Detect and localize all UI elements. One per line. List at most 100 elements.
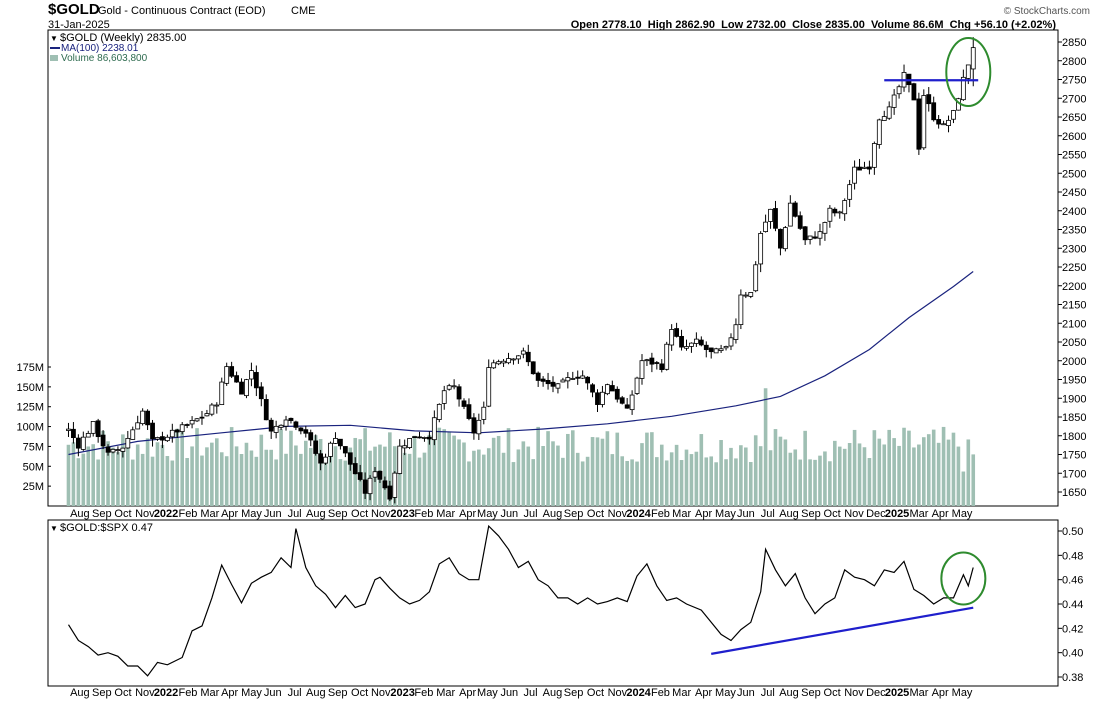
volume-bar bbox=[867, 458, 872, 506]
volume-bar bbox=[842, 448, 847, 506]
price-tick-label: 2800 bbox=[1062, 56, 1086, 68]
ma100-line bbox=[68, 271, 974, 456]
candle-body bbox=[664, 343, 670, 370]
volume-bar bbox=[625, 460, 629, 506]
price-tick-label: 2750 bbox=[1062, 75, 1086, 87]
volume-bar bbox=[768, 450, 773, 506]
volume-bar bbox=[912, 447, 916, 506]
price-tick-label: 2200 bbox=[1062, 281, 1086, 293]
candle-body bbox=[871, 143, 877, 168]
volume-bar bbox=[249, 450, 254, 506]
x-tick-label: Apr bbox=[459, 508, 476, 520]
candle-body bbox=[293, 421, 299, 428]
price-tick-label: 2700 bbox=[1062, 93, 1086, 105]
volume-bar bbox=[650, 432, 654, 506]
candle-body bbox=[372, 471, 378, 478]
x-tick-label: Sep bbox=[564, 687, 584, 699]
price-tick-label: 2250 bbox=[1062, 262, 1086, 274]
volume-bar bbox=[511, 462, 516, 506]
volume-bar bbox=[447, 431, 451, 506]
candle-body bbox=[743, 294, 749, 297]
volume-bar bbox=[941, 426, 946, 506]
candle-body bbox=[184, 424, 190, 426]
ratio-legend: $GOLD:$SPX 0.47 bbox=[60, 522, 153, 534]
volume-bar bbox=[452, 435, 456, 506]
volume-bar bbox=[180, 427, 184, 506]
volume-bar bbox=[664, 460, 669, 506]
candle-body bbox=[199, 416, 205, 419]
volume-bar bbox=[467, 461, 471, 506]
volume-bar bbox=[348, 447, 353, 506]
ratio-tick-label: 0.40 bbox=[1062, 648, 1083, 660]
candle-body bbox=[333, 438, 338, 444]
volume-bar bbox=[491, 437, 496, 506]
price-tick-label: 2300 bbox=[1062, 243, 1086, 255]
volume-bar bbox=[783, 439, 788, 506]
volume-bar bbox=[541, 446, 545, 506]
volume-bar bbox=[308, 447, 313, 506]
volume-bar bbox=[758, 446, 763, 506]
candle-body bbox=[451, 385, 457, 388]
volume-bar bbox=[299, 453, 303, 506]
candle-body bbox=[881, 116, 887, 121]
volume-bar bbox=[847, 443, 852, 506]
candle-body bbox=[802, 226, 808, 241]
volume-bar bbox=[729, 447, 733, 506]
volume-bar bbox=[121, 434, 125, 506]
candle-body bbox=[174, 429, 180, 433]
volume-bar bbox=[590, 437, 595, 506]
volume-bar bbox=[91, 444, 96, 506]
candle-body bbox=[812, 236, 818, 239]
candle-body bbox=[580, 375, 586, 379]
volume-bar bbox=[620, 456, 625, 506]
candle-body bbox=[501, 360, 506, 364]
x-tick-label: Nov bbox=[844, 508, 864, 520]
volume-bar bbox=[472, 450, 476, 506]
volume-bar bbox=[477, 449, 481, 506]
candle-body bbox=[496, 361, 502, 365]
volume-bar bbox=[81, 453, 86, 506]
candle-body bbox=[713, 348, 719, 354]
candle-body bbox=[822, 222, 828, 234]
candle-body bbox=[130, 429, 136, 440]
candle-body bbox=[105, 446, 111, 453]
x-tick-label: Jun bbox=[264, 508, 282, 520]
candle-body bbox=[644, 359, 650, 362]
candle-body bbox=[90, 420, 96, 434]
candle-body bbox=[604, 384, 610, 395]
x-tick-label: Oct bbox=[351, 687, 368, 699]
volume-bar bbox=[600, 438, 605, 506]
candle-body bbox=[946, 119, 951, 126]
x-tick-label: 2025 bbox=[885, 508, 909, 520]
x-tick-label: Oct bbox=[824, 687, 841, 699]
candle-body bbox=[921, 95, 927, 149]
candle-body bbox=[852, 166, 857, 184]
volume-bar bbox=[412, 435, 417, 506]
candle-body bbox=[941, 123, 946, 126]
volume-bar bbox=[437, 427, 442, 506]
candle-body bbox=[540, 378, 546, 382]
candle-body bbox=[125, 437, 131, 449]
candle-body bbox=[530, 361, 536, 375]
price-tick-label: 1750 bbox=[1062, 450, 1086, 462]
candle-body bbox=[347, 452, 353, 465]
x-tick-label: May bbox=[952, 508, 973, 520]
volume-bar bbox=[704, 457, 709, 506]
candle-body bbox=[659, 363, 665, 370]
volume-bar bbox=[402, 452, 407, 506]
x-tick-label: Sep bbox=[328, 508, 348, 520]
volume-tick-label: 75M bbox=[23, 441, 44, 453]
candle-body bbox=[807, 235, 813, 240]
volume-bar bbox=[427, 434, 432, 506]
volume-bar bbox=[516, 449, 521, 506]
candle-body bbox=[214, 404, 220, 407]
volume-bar bbox=[200, 455, 204, 506]
volume-bar bbox=[971, 454, 976, 506]
x-tick-label: Sep bbox=[92, 687, 112, 699]
volume-bar bbox=[496, 435, 501, 506]
candle-body bbox=[837, 211, 843, 214]
ratio-line bbox=[67, 524, 974, 677]
volume-bar bbox=[101, 430, 105, 506]
candle-body bbox=[614, 388, 620, 400]
volume-bar bbox=[486, 448, 491, 506]
